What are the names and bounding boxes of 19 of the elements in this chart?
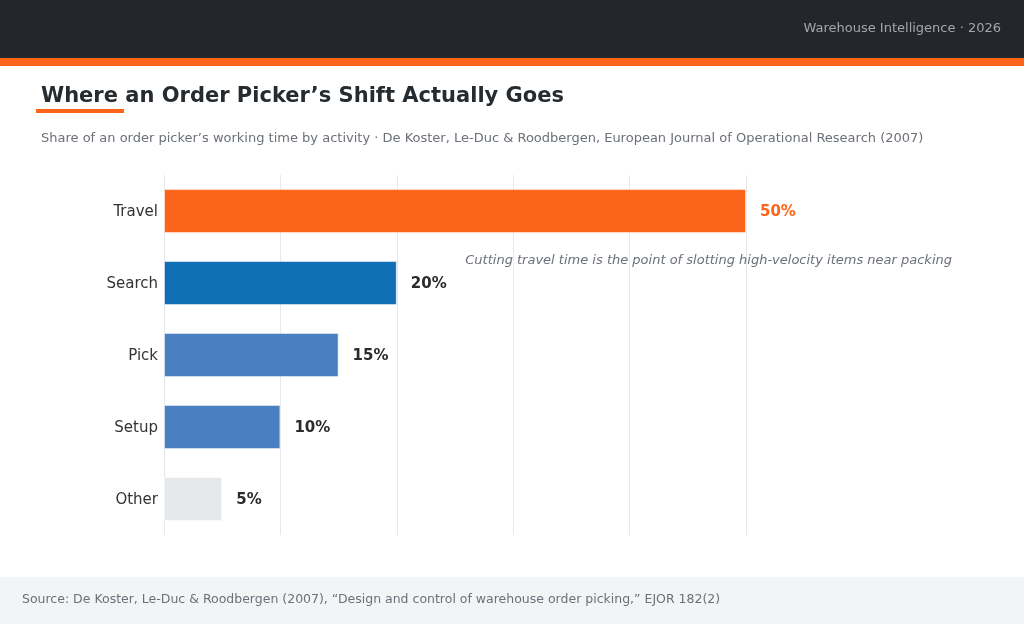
bar	[164, 189, 746, 233]
bar	[164, 333, 339, 377]
chart-subtitle: Share of an order picker’s working time by activity · De Koster, Le-Duc & Roodbergen, European Journal of Operational Research (2007)	[41, 130, 924, 145]
source-note: Source: De Koster, Le-Duc & Roodbergen (2007), “Design and control of warehouse order picking,” EJOR 182(2)	[22, 591, 721, 606]
text: Warehouse Intelligence · 2026	[803, 20, 1001, 35]
data-label: 20%	[410, 274, 447, 292]
data-label: 10%	[294, 418, 331, 436]
y-tick-label: Setup	[114, 418, 158, 436]
bar	[164, 261, 397, 305]
data-label: 15%	[352, 346, 389, 364]
bar	[164, 405, 281, 449]
y-tick-label: Pick	[128, 346, 159, 364]
y-tick-label: Search	[106, 274, 158, 292]
y-tick-label: Other	[115, 490, 159, 508]
data-label: 50%	[760, 202, 796, 220]
annotation: Cutting travel time is the point of slotting high-velocity items near packing	[465, 252, 952, 267]
y-tick-label: Travel	[112, 202, 158, 220]
chart-title: Where an Order Picker’s Shift Actually Goes	[41, 82, 564, 107]
data-label: 5%	[236, 490, 262, 508]
